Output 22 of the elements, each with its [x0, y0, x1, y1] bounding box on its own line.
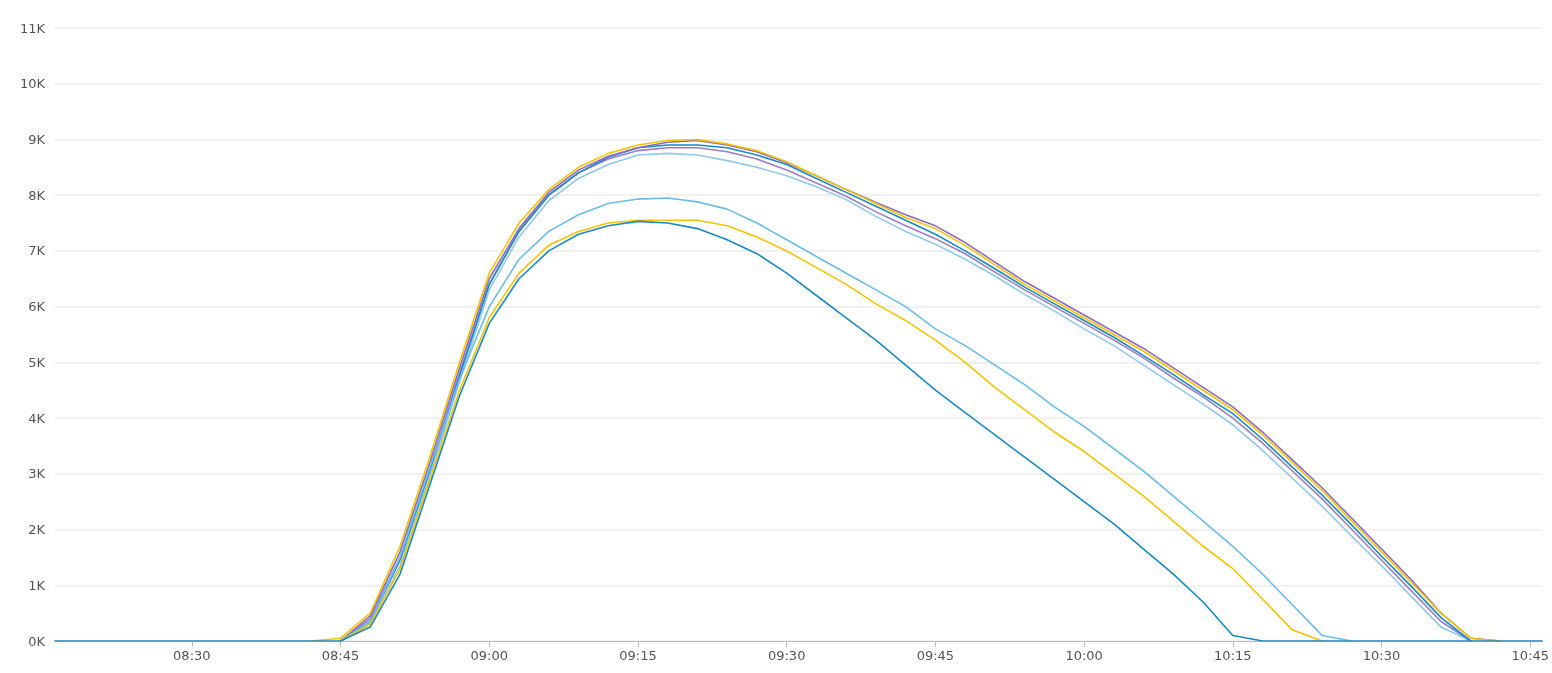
y-tick-label: 9K — [28, 131, 46, 147]
x-tick-label: 10:45 — [1511, 648, 1549, 663]
x-tick-label: 09:30 — [767, 648, 806, 663]
x-tick-label: 09:15 — [619, 648, 657, 663]
y-tick-label: 5K — [28, 354, 46, 370]
x-tick-label: 10:15 — [1214, 648, 1252, 663]
x-tick-label: 10:00 — [1065, 648, 1103, 663]
x-tick-label: 09:45 — [916, 648, 955, 663]
y-tick-label: 4K — [28, 410, 46, 426]
y-tick-label: 6K — [28, 299, 46, 315]
y-tick-label: 8K — [28, 187, 46, 203]
x-tick-label: 10:30 — [1362, 648, 1401, 663]
y-tick-label: 3K — [28, 466, 46, 482]
y-tick-label: 1K — [28, 577, 46, 593]
x-tick-label: 08:30 — [173, 648, 211, 663]
y-tick-label: 10K — [19, 76, 46, 92]
y-tick-label: 7K — [28, 243, 46, 259]
y-tick-label: 11K — [19, 20, 46, 36]
x-tick-label: 08:45 — [321, 648, 360, 663]
x-tick-label: 09:00 — [470, 648, 508, 663]
y-tick-label: 0K — [28, 633, 46, 649]
y-tick-label: 2K — [28, 522, 46, 538]
